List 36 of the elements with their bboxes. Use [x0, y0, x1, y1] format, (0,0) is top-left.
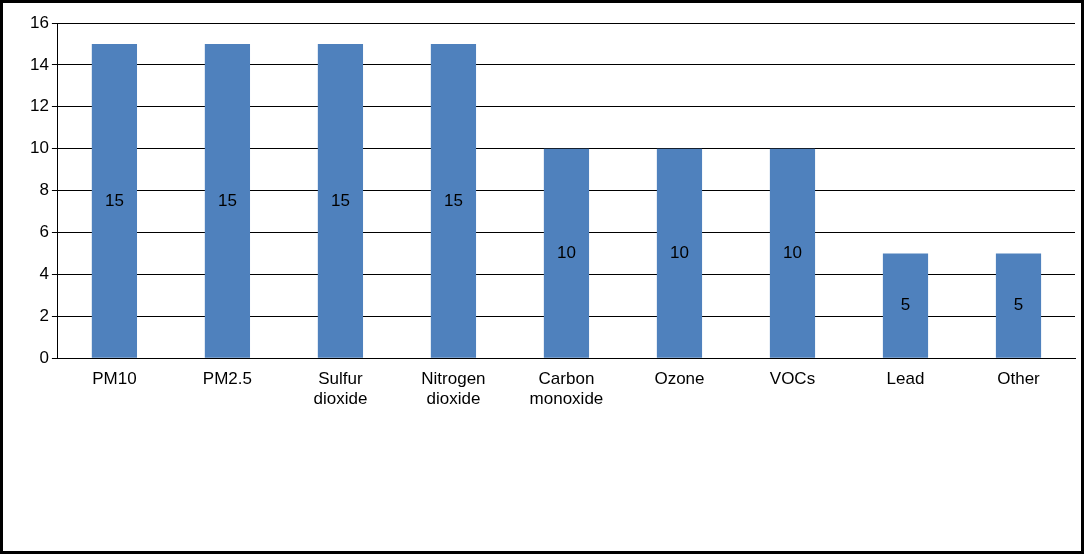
- y-tick-label: 0: [39, 347, 49, 367]
- x-tick-label: PM2.5: [202, 369, 252, 389]
- bar: [317, 43, 364, 358]
- x-tick-label: Other: [997, 369, 1041, 389]
- bar: [995, 253, 1042, 358]
- x-tick-label: Carbon monoxide: [529, 369, 604, 409]
- y-tick-label: 6: [39, 222, 49, 242]
- data-label: 5: [1013, 295, 1024, 315]
- data-label: 15: [443, 190, 463, 210]
- x-tick-label: Nitrogen dioxide: [421, 369, 486, 409]
- y-tick-label: 12: [29, 96, 49, 116]
- bar: [204, 43, 251, 358]
- x-tick-label: Ozone: [654, 369, 705, 389]
- data-label: 10: [670, 242, 689, 262]
- data-label: 10: [783, 242, 802, 262]
- data-label: 15: [104, 190, 124, 210]
- bar: [430, 43, 477, 358]
- data-label: 15: [330, 190, 350, 210]
- data-label: 5: [900, 295, 911, 315]
- bar: [91, 43, 138, 358]
- y-tick-label: 2: [39, 305, 49, 325]
- y-tick-label: 16: [29, 12, 49, 32]
- bar: [769, 148, 816, 358]
- data-label: 10: [556, 242, 576, 262]
- y-tick-label: 4: [39, 264, 49, 284]
- x-tick-label: Lead: [886, 369, 925, 389]
- bar: [543, 148, 590, 358]
- x-tick-label: Sulfur dioxide: [313, 369, 368, 409]
- data-label: 15: [217, 190, 237, 210]
- x-tick-label: PM10: [92, 369, 137, 389]
- x-tick-label: VOCs: [769, 369, 816, 389]
- bar: [882, 253, 929, 358]
- y-tick-label: 14: [29, 54, 49, 74]
- bar: [656, 148, 703, 358]
- y-tick-label: 10: [29, 138, 49, 158]
- y-tick-label: 8: [39, 180, 49, 200]
